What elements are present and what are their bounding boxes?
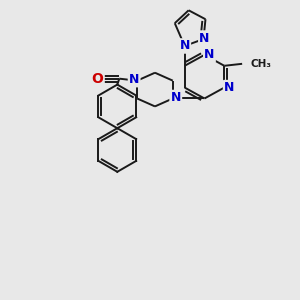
Text: N: N xyxy=(129,73,139,86)
Text: CH₃: CH₃ xyxy=(250,59,271,69)
Text: N: N xyxy=(224,81,234,94)
Text: N: N xyxy=(204,48,214,62)
Text: N: N xyxy=(171,91,181,104)
Text: O: O xyxy=(92,72,104,86)
Text: N: N xyxy=(199,32,210,44)
Text: N: N xyxy=(179,40,190,52)
